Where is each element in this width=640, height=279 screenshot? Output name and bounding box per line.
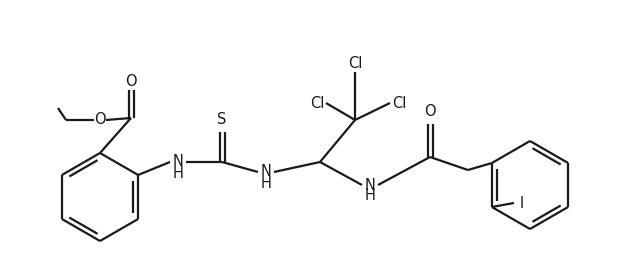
Text: N: N xyxy=(365,177,376,193)
Text: N: N xyxy=(173,155,184,170)
Text: I: I xyxy=(520,196,524,210)
Text: O: O xyxy=(94,112,106,128)
Text: Cl: Cl xyxy=(392,95,406,110)
Text: O: O xyxy=(125,73,137,88)
Text: Cl: Cl xyxy=(348,56,362,71)
Text: H: H xyxy=(260,175,271,191)
Text: O: O xyxy=(424,105,436,119)
Text: S: S xyxy=(218,112,227,128)
Text: H: H xyxy=(365,189,376,203)
Text: Cl: Cl xyxy=(310,95,324,110)
Text: H: H xyxy=(173,165,184,181)
Text: N: N xyxy=(260,165,271,179)
